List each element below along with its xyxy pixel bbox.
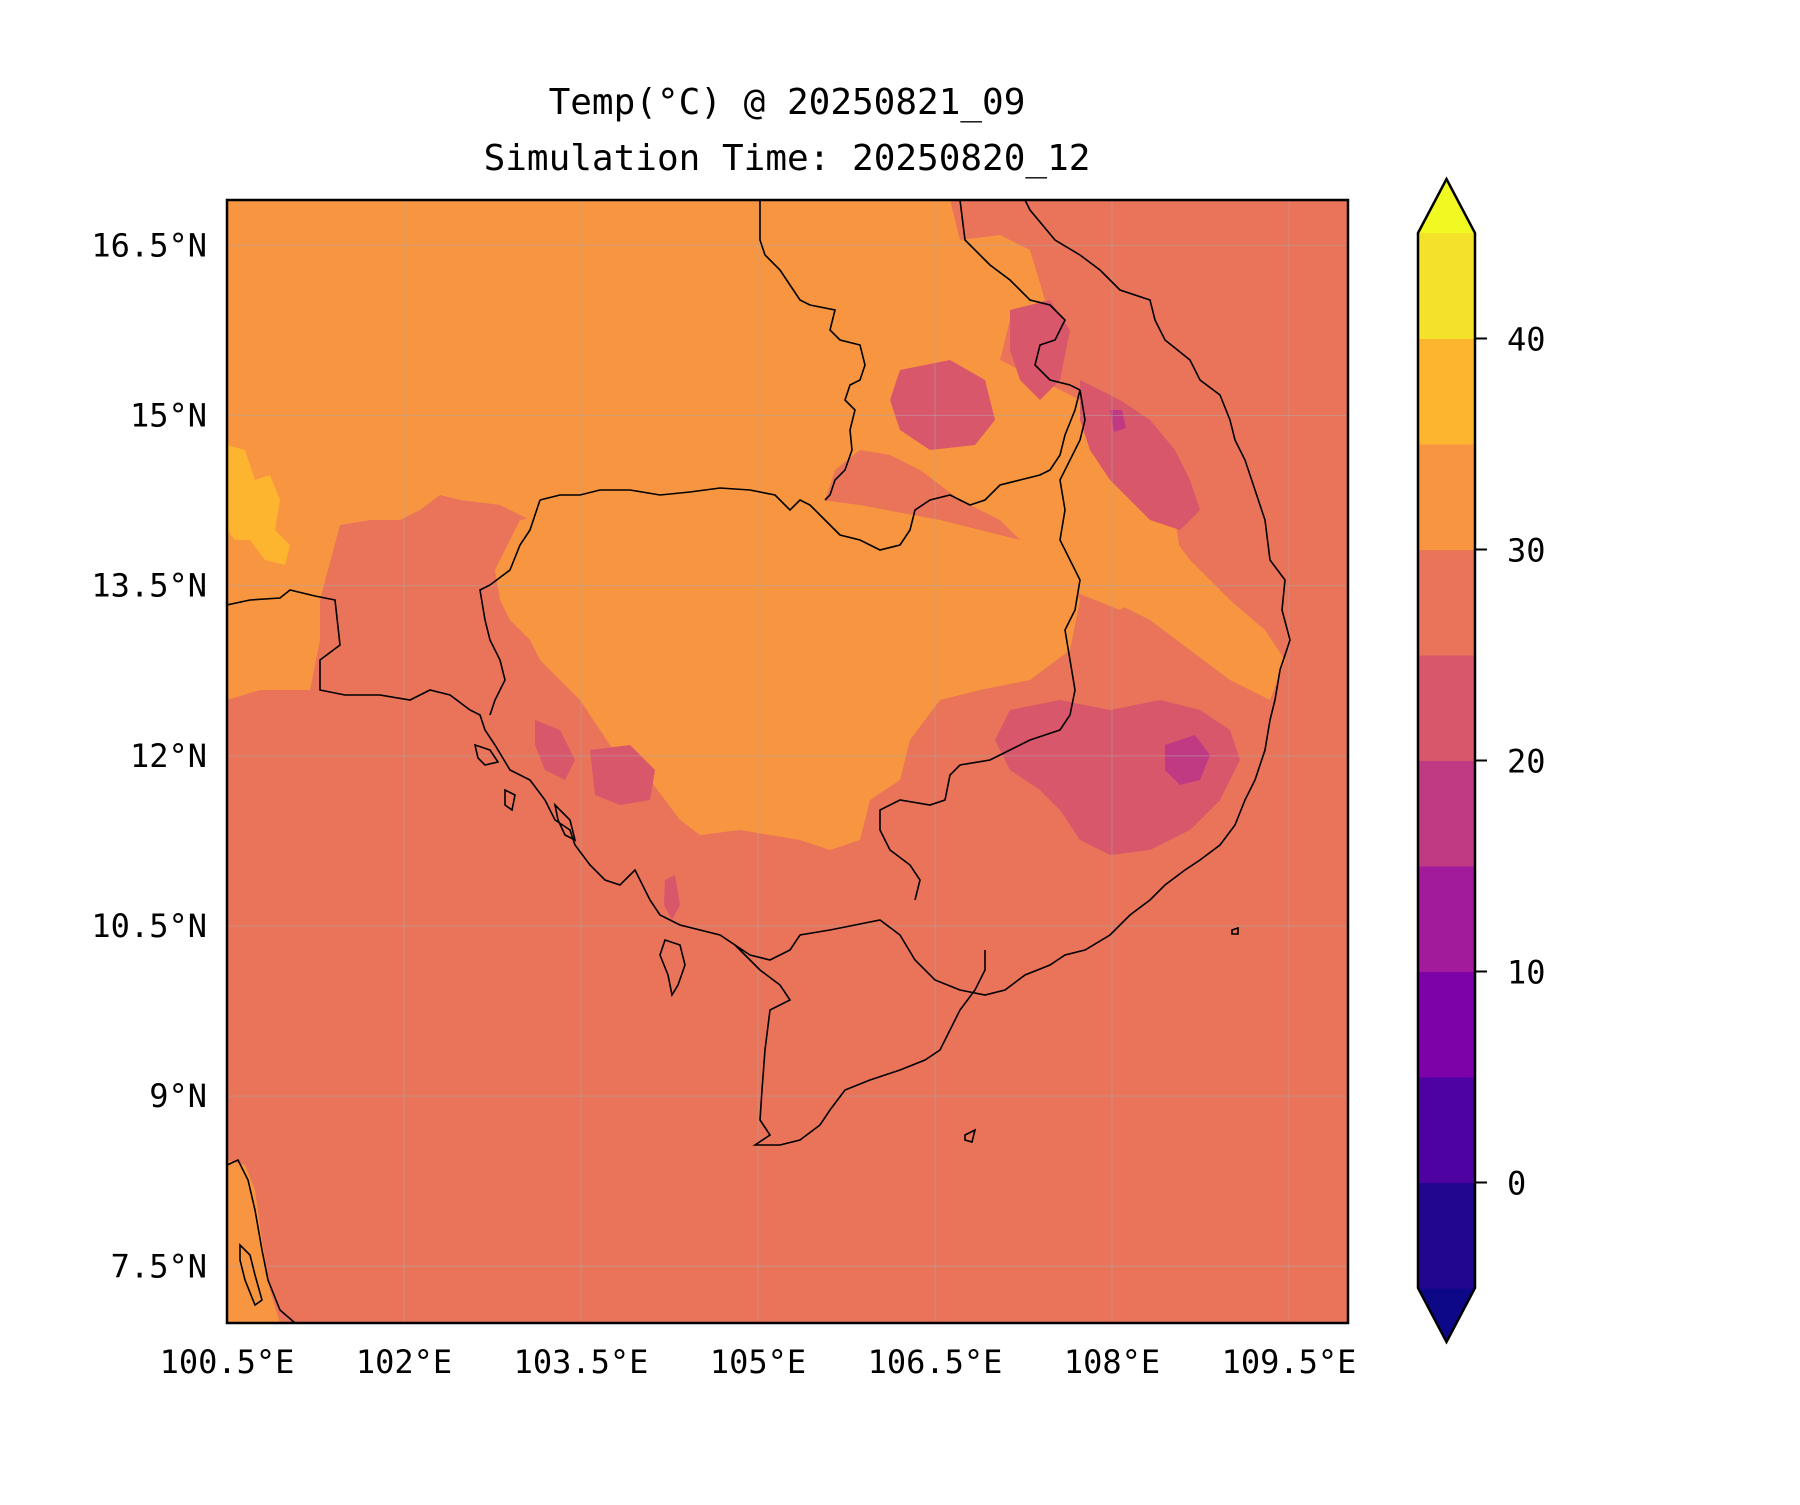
x-tick-label-5: 108°E xyxy=(1064,1343,1160,1381)
colorbar-segment-8 xyxy=(1418,338,1475,445)
temp-band-20-25-highland xyxy=(1010,300,1070,400)
island-phu-quoc xyxy=(659,938,686,998)
border-thailand-laos xyxy=(759,200,866,501)
y-tick-label-4: 10.5°N xyxy=(91,907,207,945)
x-tick-label-0: 100.5°E xyxy=(160,1343,295,1381)
temp-band-15-20-highland xyxy=(1165,735,1210,785)
temp-band-20-25-laos xyxy=(890,360,995,450)
y-tick-label-5: 9°N xyxy=(149,1077,207,1115)
y-tick-label-2: 13.5°N xyxy=(91,567,207,605)
map-panel xyxy=(225,198,1350,1325)
x-tick-label-1: 102°E xyxy=(356,1343,452,1381)
temp-band-30-35-north xyxy=(227,200,1185,700)
title-line-1: Temp(°C) @ 20250821_09 xyxy=(549,82,1026,123)
x-tick-label-2: 103.5°E xyxy=(514,1343,649,1381)
colorbar-segment-5 xyxy=(1418,655,1475,761)
island-con-dao xyxy=(964,1128,977,1143)
y-axis-ticks: 16.5°N 15°N 13.5°N 12°N 10.5°N 9°N 7.5°N xyxy=(91,226,207,1285)
temp-band-35-40-west xyxy=(227,445,290,565)
colorbar: 0 10 20 30 40 xyxy=(1416,176,1546,1345)
coastline-thailand-gulf xyxy=(227,200,1291,996)
colorbar-segment-3 xyxy=(1418,866,1475,972)
island-koh-kong xyxy=(504,788,516,812)
temp-band-20-25-coast-patch xyxy=(664,875,680,920)
x-axis-ticks: 100.5°E 102°E 103.5°E 105°E 106.5°E 108°E 109.… xyxy=(160,1343,1357,1381)
colorbar-over-extension xyxy=(1418,179,1475,233)
title-line-2: Simulation Time: 20250820_12 xyxy=(484,138,1091,179)
colorbar-tick-label-1: 10 xyxy=(1507,954,1546,992)
y-tick-label-0: 16.5°N xyxy=(91,226,207,264)
colorbar-segment-9 xyxy=(1418,233,1475,339)
x-tick-label-4: 106.5°E xyxy=(868,1343,1003,1381)
border-laos-cambodia xyxy=(539,389,1081,551)
coastline-mekong-delta xyxy=(734,944,986,1146)
border-thailand-cambodia xyxy=(479,499,541,716)
y-tick-label-6: 7.5°N xyxy=(111,1247,207,1285)
colorbar-segment-1 xyxy=(1418,1077,1475,1183)
y-tick-label-3: 12°N xyxy=(130,737,207,775)
x-tick-label-3: 105°E xyxy=(710,1343,806,1381)
island-coast-1 xyxy=(473,743,500,766)
temp-band-20-25-central-highlands xyxy=(995,700,1240,855)
map-frame xyxy=(225,198,1350,1325)
colorbar-segment-7 xyxy=(1418,444,1475,550)
colorbar-tick-label-3: 30 xyxy=(1507,532,1546,570)
border-laos-vietnam xyxy=(959,200,1081,391)
y-tick-label-1: 15°N xyxy=(130,397,207,435)
temp-band-30-35-vietnam xyxy=(1050,410,1285,700)
border-cambodia-vietnam xyxy=(879,389,1086,901)
coastline-malay-peninsula xyxy=(227,1158,296,1323)
temp-band-20-25-vietnam-north xyxy=(1080,380,1200,530)
temp-band-20-25-cambodia-west xyxy=(535,720,575,780)
gridlines xyxy=(227,200,1348,1323)
island-coast-2 xyxy=(553,802,577,842)
island-phu-quy xyxy=(1231,926,1239,935)
colorbar-segment-2 xyxy=(1418,971,1475,1078)
colorbar-segment-0 xyxy=(1418,1182,1475,1289)
temp-band-30-35-southwest xyxy=(227,1160,280,1323)
colorbar-tick-label-2: 20 xyxy=(1507,743,1546,781)
temp-band-20-25-cambodia-south xyxy=(590,745,655,805)
colorbar-tick-label-4: 40 xyxy=(1507,321,1546,359)
colorbar-outline xyxy=(1416,176,1477,1345)
coastlines xyxy=(227,200,1291,1323)
x-tick-label-6: 109.5°E xyxy=(1222,1343,1357,1381)
colorbar-tick-label-0: 0 xyxy=(1507,1165,1526,1203)
temperature-field xyxy=(227,200,1285,1323)
colorbar-segment-4 xyxy=(1418,760,1475,867)
colorbar-under-extension xyxy=(1418,1288,1475,1342)
island-gulf-south xyxy=(239,1243,263,1307)
colorbar-segment-6 xyxy=(1418,549,1475,656)
